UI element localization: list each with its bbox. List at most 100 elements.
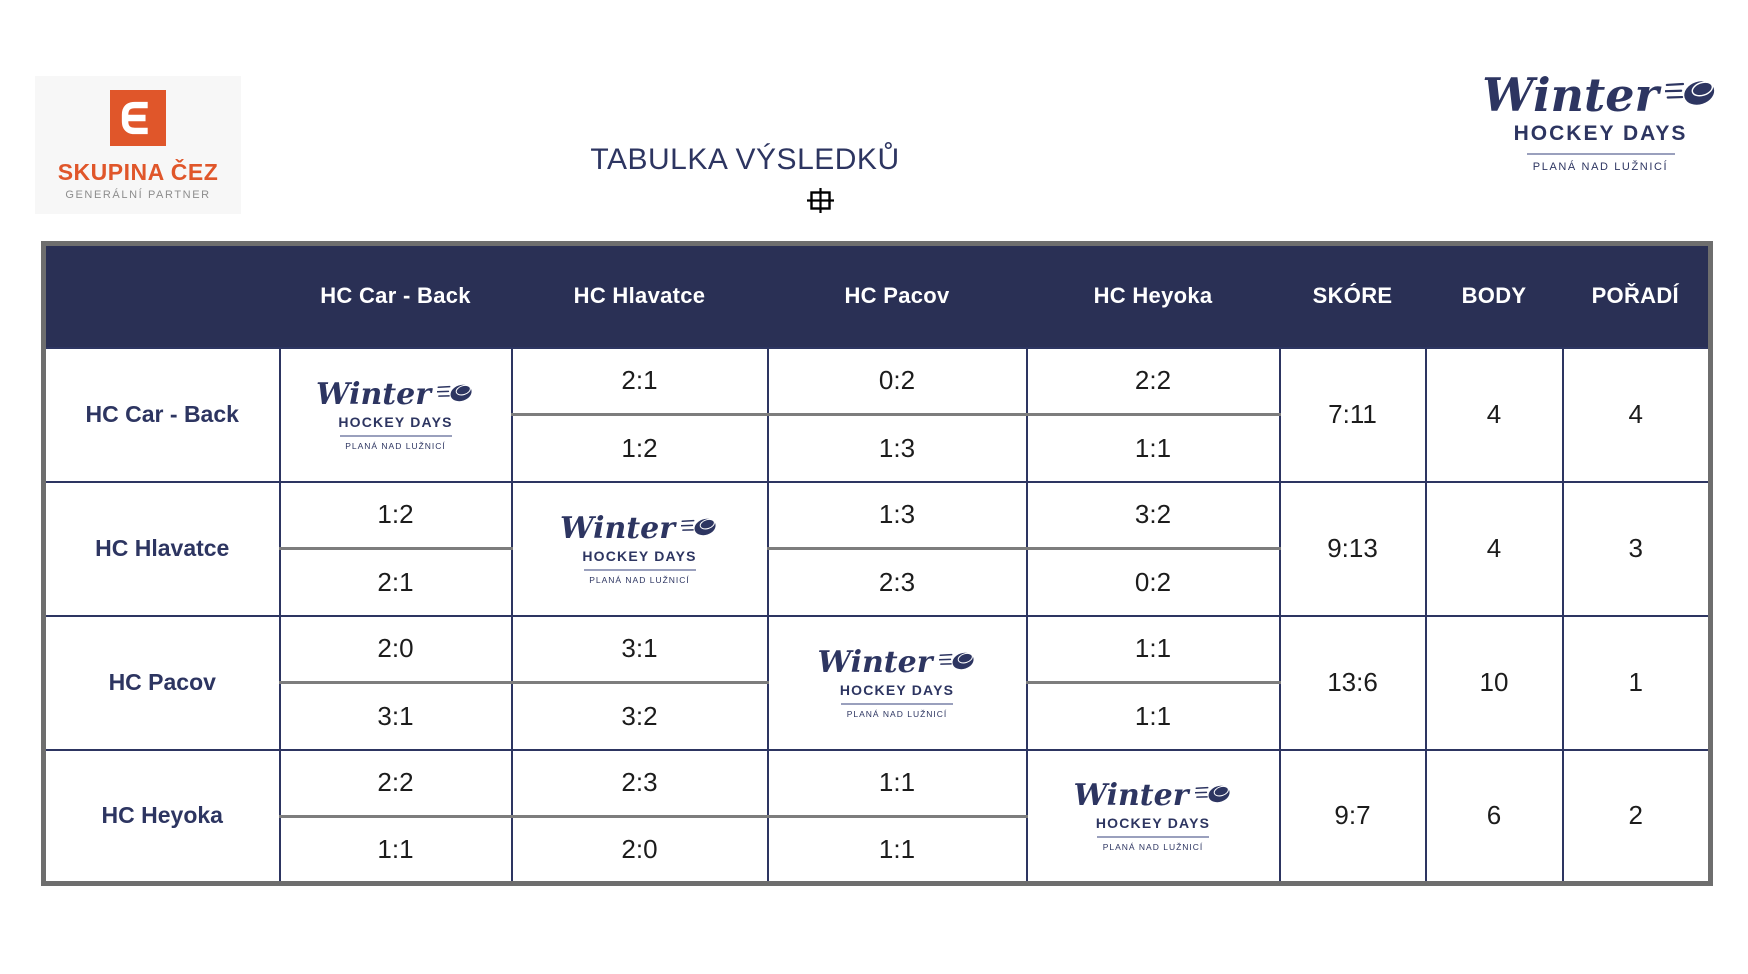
match-score-cell: 1:2 [510, 413, 769, 483]
rank-cell: 3 [1561, 480, 1712, 617]
header-cell-team: HC Pacov [767, 243, 1027, 348]
event-logo-rule [1097, 835, 1209, 838]
match-score-cell: 1:1 [766, 748, 1028, 818]
match-score-cell: 3:2 [510, 681, 769, 751]
winter-hockey-days-logo: Winter HOCKEY DAYS PLANÁ NAD LUŽNICÍ [513, 513, 767, 585]
team-name-cell: HC Heyoka [42, 748, 281, 885]
event-logo-script: Winter [315, 377, 432, 412]
event-logo-main: HOCKEY DAYS [839, 681, 955, 698]
match-score-cell: 2:3 [766, 547, 1028, 617]
match-score-cell: 2:1 [278, 547, 513, 617]
event-logo-script: Winter [559, 511, 676, 546]
hockey-puck-icon [680, 513, 719, 546]
team-row: HC Pacov 2:0 3:1 Winter HOCKEY DAYS PLANÁ NAD… [42, 614, 1712, 751]
results-table-body: HC Car - Back Winter HOCKEY DAYS PLANÁ NAD … [42, 346, 1712, 885]
event-logo-location: PLANÁ NAD LUŽNICÍ [1532, 161, 1669, 173]
total-score-cell: 9:7 [1278, 748, 1427, 885]
match-score-cell: 3:1 [278, 681, 513, 751]
event-logo-main: HOCKEY DAYS [582, 547, 697, 564]
team-name-cell: HC Hlavatce [42, 480, 281, 617]
winter-hockey-days-logo: Winter HOCKEY DAYS PLANÁ NAD LUŽNICÍ [1028, 780, 1279, 852]
page-title: TABULKA VÝSLEDKŮ [590, 143, 900, 176]
points-cell: 4 [1424, 346, 1564, 483]
match-score-cell: 1:1 [1025, 413, 1281, 483]
results-table-header-row: HC Car - Back HC Hlavatce HC Pacov HC He… [43, 243, 1711, 348]
hockey-puck-icon [1663, 73, 1719, 118]
match-score-cell: 0:2 [1025, 547, 1281, 617]
total-score-cell: 9:13 [1278, 480, 1427, 617]
diagonal-logo-cell: Winter HOCKEY DAYS PLANÁ NAD LUŽNICÍ [1025, 748, 1281, 885]
diagonal-logo-cell: Winter HOCKEY DAYS PLANÁ NAD LUŽNICÍ [510, 480, 769, 617]
rank-cell: 2 [1561, 748, 1712, 885]
winter-hockey-days-logo: Winter HOCKEY DAYS PLANÁ NAD LUŽNICÍ [769, 647, 1026, 719]
hockey-puck-icon [937, 647, 977, 680]
hockey-puck-icon [436, 379, 475, 412]
crosshair-plus-icon [806, 188, 836, 215]
match-score-cell: 2:0 [278, 614, 513, 684]
event-logo-rule [841, 702, 953, 705]
rank-cell: 4 [1561, 346, 1712, 483]
team-row: HC Hlavatce 1:2 Winter HOCKEY DAYS PLANÁ NAD… [42, 480, 1712, 617]
match-score-cell: 2:2 [1025, 346, 1281, 416]
sponsor-logo: SKUPINA ČEZ GENERÁLNÍ PARTNER [35, 76, 241, 214]
winter-hockey-days-logo: Winter HOCKEY DAYS PLANÁ NAD LUŽNICÍ [281, 379, 511, 451]
event-logo-rule [339, 434, 452, 437]
match-score-cell: 1:2 [278, 480, 513, 550]
event-logo-rule [583, 568, 696, 571]
team-row-sub: 2:1 2:3 0:2 [44, 547, 1711, 617]
header-cell-team: HC Car - Back [279, 243, 512, 348]
match-score-cell: 1:1 [278, 815, 513, 885]
match-score-cell: 2:3 [510, 748, 769, 818]
event-logo-main: HOCKEY DAYS [338, 413, 453, 430]
match-score-cell: 1:1 [1025, 681, 1281, 751]
header-cell-team: HC Hlavatce [511, 243, 768, 348]
match-score-cell: 3:1 [510, 614, 769, 684]
team-row: HC Heyoka 2:2 2:3 1:1 Winter HOCKEY DAYS PLANÁ… [42, 748, 1712, 885]
sponsor-subtitle: GENERÁLNÍ PARTNER [65, 189, 211, 201]
event-logo-script: Winter [817, 645, 933, 680]
header-cell-empty [43, 243, 280, 348]
match-score-cell: 1:3 [766, 480, 1028, 550]
match-score-cell: 2:2 [278, 748, 513, 818]
team-row-sub: 3:1 3:2 1:1 [44, 681, 1711, 751]
event-logo-location: PLANÁ NAD LUŽNICÍ [846, 708, 948, 719]
team-row-sub: 1:1 2:0 1:1 [44, 815, 1711, 885]
sponsor-name: SKUPINA ČEZ [57, 159, 219, 185]
team-row-sub: 1:2 1:3 1:1 [44, 413, 1711, 483]
match-score-cell: 1:1 [1025, 614, 1281, 684]
team-name-cell: HC Car - Back [42, 346, 281, 483]
match-score-cell: 2:0 [510, 815, 769, 885]
points-cell: 6 [1424, 748, 1564, 885]
header-cell-points: BODY [1425, 243, 1563, 348]
total-score-cell: 7:11 [1278, 346, 1427, 483]
event-logo-location: PLANÁ NAD LUŽNICÍ [589, 574, 690, 585]
match-score-cell: 1:3 [766, 413, 1028, 483]
event-logo-script: Winter [1073, 778, 1189, 814]
match-score-cell: 0:2 [766, 346, 1028, 416]
event-logo-main: HOCKEY DAYS [1513, 122, 1688, 145]
header-cell-rank: POŘADÍ [1562, 243, 1711, 348]
match-score-cell: 2:1 [510, 346, 769, 416]
rank-cell: 1 [1561, 614, 1712, 751]
match-score-cell: 1:1 [766, 815, 1028, 885]
results-table: HC Car - Back HC Hlavatce HC Pacov HC He… [41, 241, 1713, 886]
header-cell-team: HC Heyoka [1026, 243, 1280, 348]
event-logo-main: HOCKEY DAYS [1095, 814, 1211, 831]
match-score-cell: 3:2 [1025, 480, 1281, 550]
cez-monogram-icon [110, 90, 166, 151]
event-logo: Winter HOCKEY DAYS PLANÁ NAD LUŽNICÍ [1482, 72, 1714, 173]
header-cell-score: SKÓRE [1279, 243, 1426, 348]
total-score-cell: 13:6 [1278, 614, 1427, 751]
event-logo-rule [1526, 153, 1675, 155]
diagonal-logo-cell: Winter HOCKEY DAYS PLANÁ NAD LUŽNICÍ [766, 614, 1028, 751]
points-cell: 10 [1424, 614, 1564, 751]
hockey-puck-icon [1193, 780, 1233, 813]
team-row: HC Car - Back Winter HOCKEY DAYS PLANÁ NAD … [42, 346, 1712, 483]
diagonal-logo-cell: Winter HOCKEY DAYS PLANÁ NAD LUŽNICÍ [278, 346, 513, 483]
team-name-cell: HC Pacov [42, 614, 281, 751]
points-cell: 4 [1424, 480, 1564, 617]
event-logo-location: PLANÁ NAD LUŽNICÍ [345, 440, 446, 451]
event-logo-script: Winter [1482, 68, 1659, 122]
event-logo-location: PLANÁ NAD LUŽNICÍ [1102, 841, 1204, 852]
